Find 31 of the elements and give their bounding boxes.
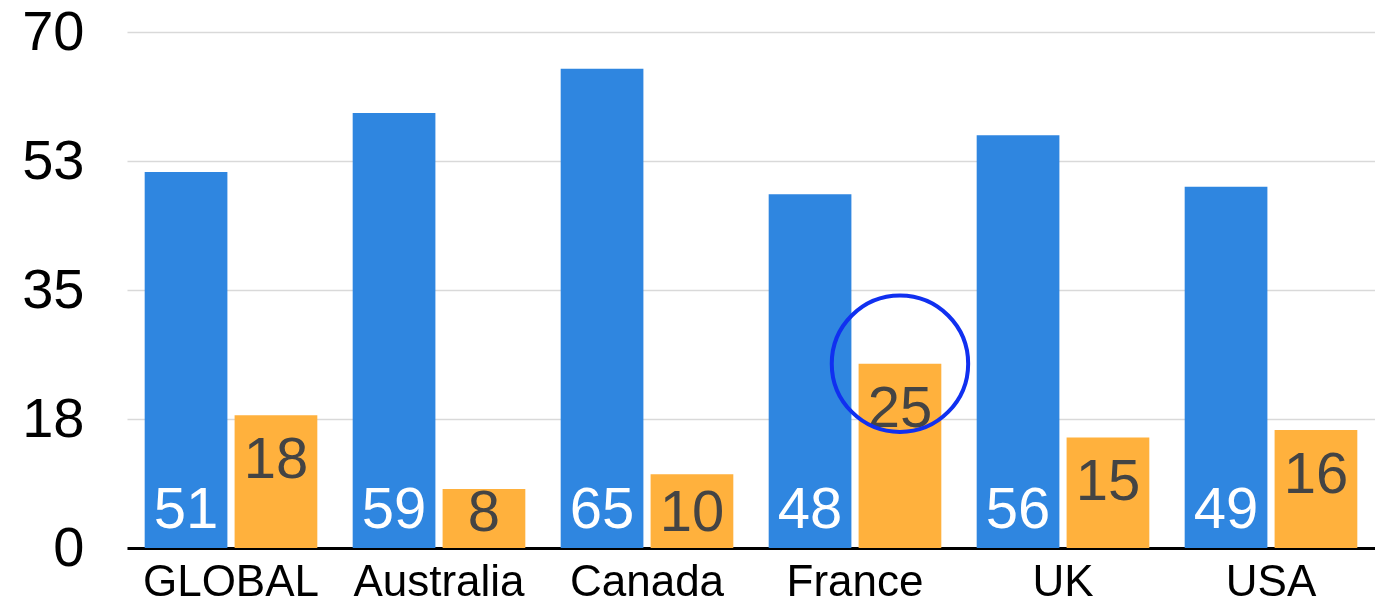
y-tick-label: 35 bbox=[22, 256, 85, 320]
data-label: 8 bbox=[467, 478, 501, 543]
bar bbox=[858, 363, 942, 548]
data-label: 49 bbox=[1193, 475, 1259, 540]
data-label: 48 bbox=[777, 475, 843, 540]
x-tick-label: France bbox=[786, 555, 924, 605]
bar bbox=[976, 135, 1060, 548]
bar bbox=[560, 68, 644, 548]
y-tick-label: 70 bbox=[22, 0, 85, 62]
y-tick-label: 18 bbox=[22, 385, 85, 449]
data-label: 10 bbox=[659, 478, 725, 543]
data-label: 59 bbox=[361, 475, 427, 540]
x-tick-label: Australia bbox=[353, 555, 526, 605]
bar bbox=[352, 113, 436, 548]
data-label: 51 bbox=[153, 475, 219, 540]
data-label: 65 bbox=[569, 475, 635, 540]
y-tick-label: 0 bbox=[53, 514, 85, 578]
bar bbox=[234, 415, 318, 548]
x-tick-label: USA bbox=[1225, 555, 1317, 605]
x-tick-label: UK bbox=[1032, 555, 1094, 605]
y-tick-label: 53 bbox=[22, 127, 85, 191]
data-label: 25 bbox=[867, 373, 933, 439]
bar bbox=[1184, 186, 1268, 548]
x-tick-label: Canada bbox=[569, 555, 725, 605]
x-tick-label: GLOBAL bbox=[142, 555, 320, 605]
data-label: 15 bbox=[1075, 447, 1141, 513]
bar bbox=[768, 194, 852, 548]
data-label: 16 bbox=[1283, 440, 1349, 506]
data-label: 18 bbox=[243, 425, 309, 491]
data-label: 56 bbox=[985, 475, 1051, 540]
bar bbox=[144, 172, 228, 548]
